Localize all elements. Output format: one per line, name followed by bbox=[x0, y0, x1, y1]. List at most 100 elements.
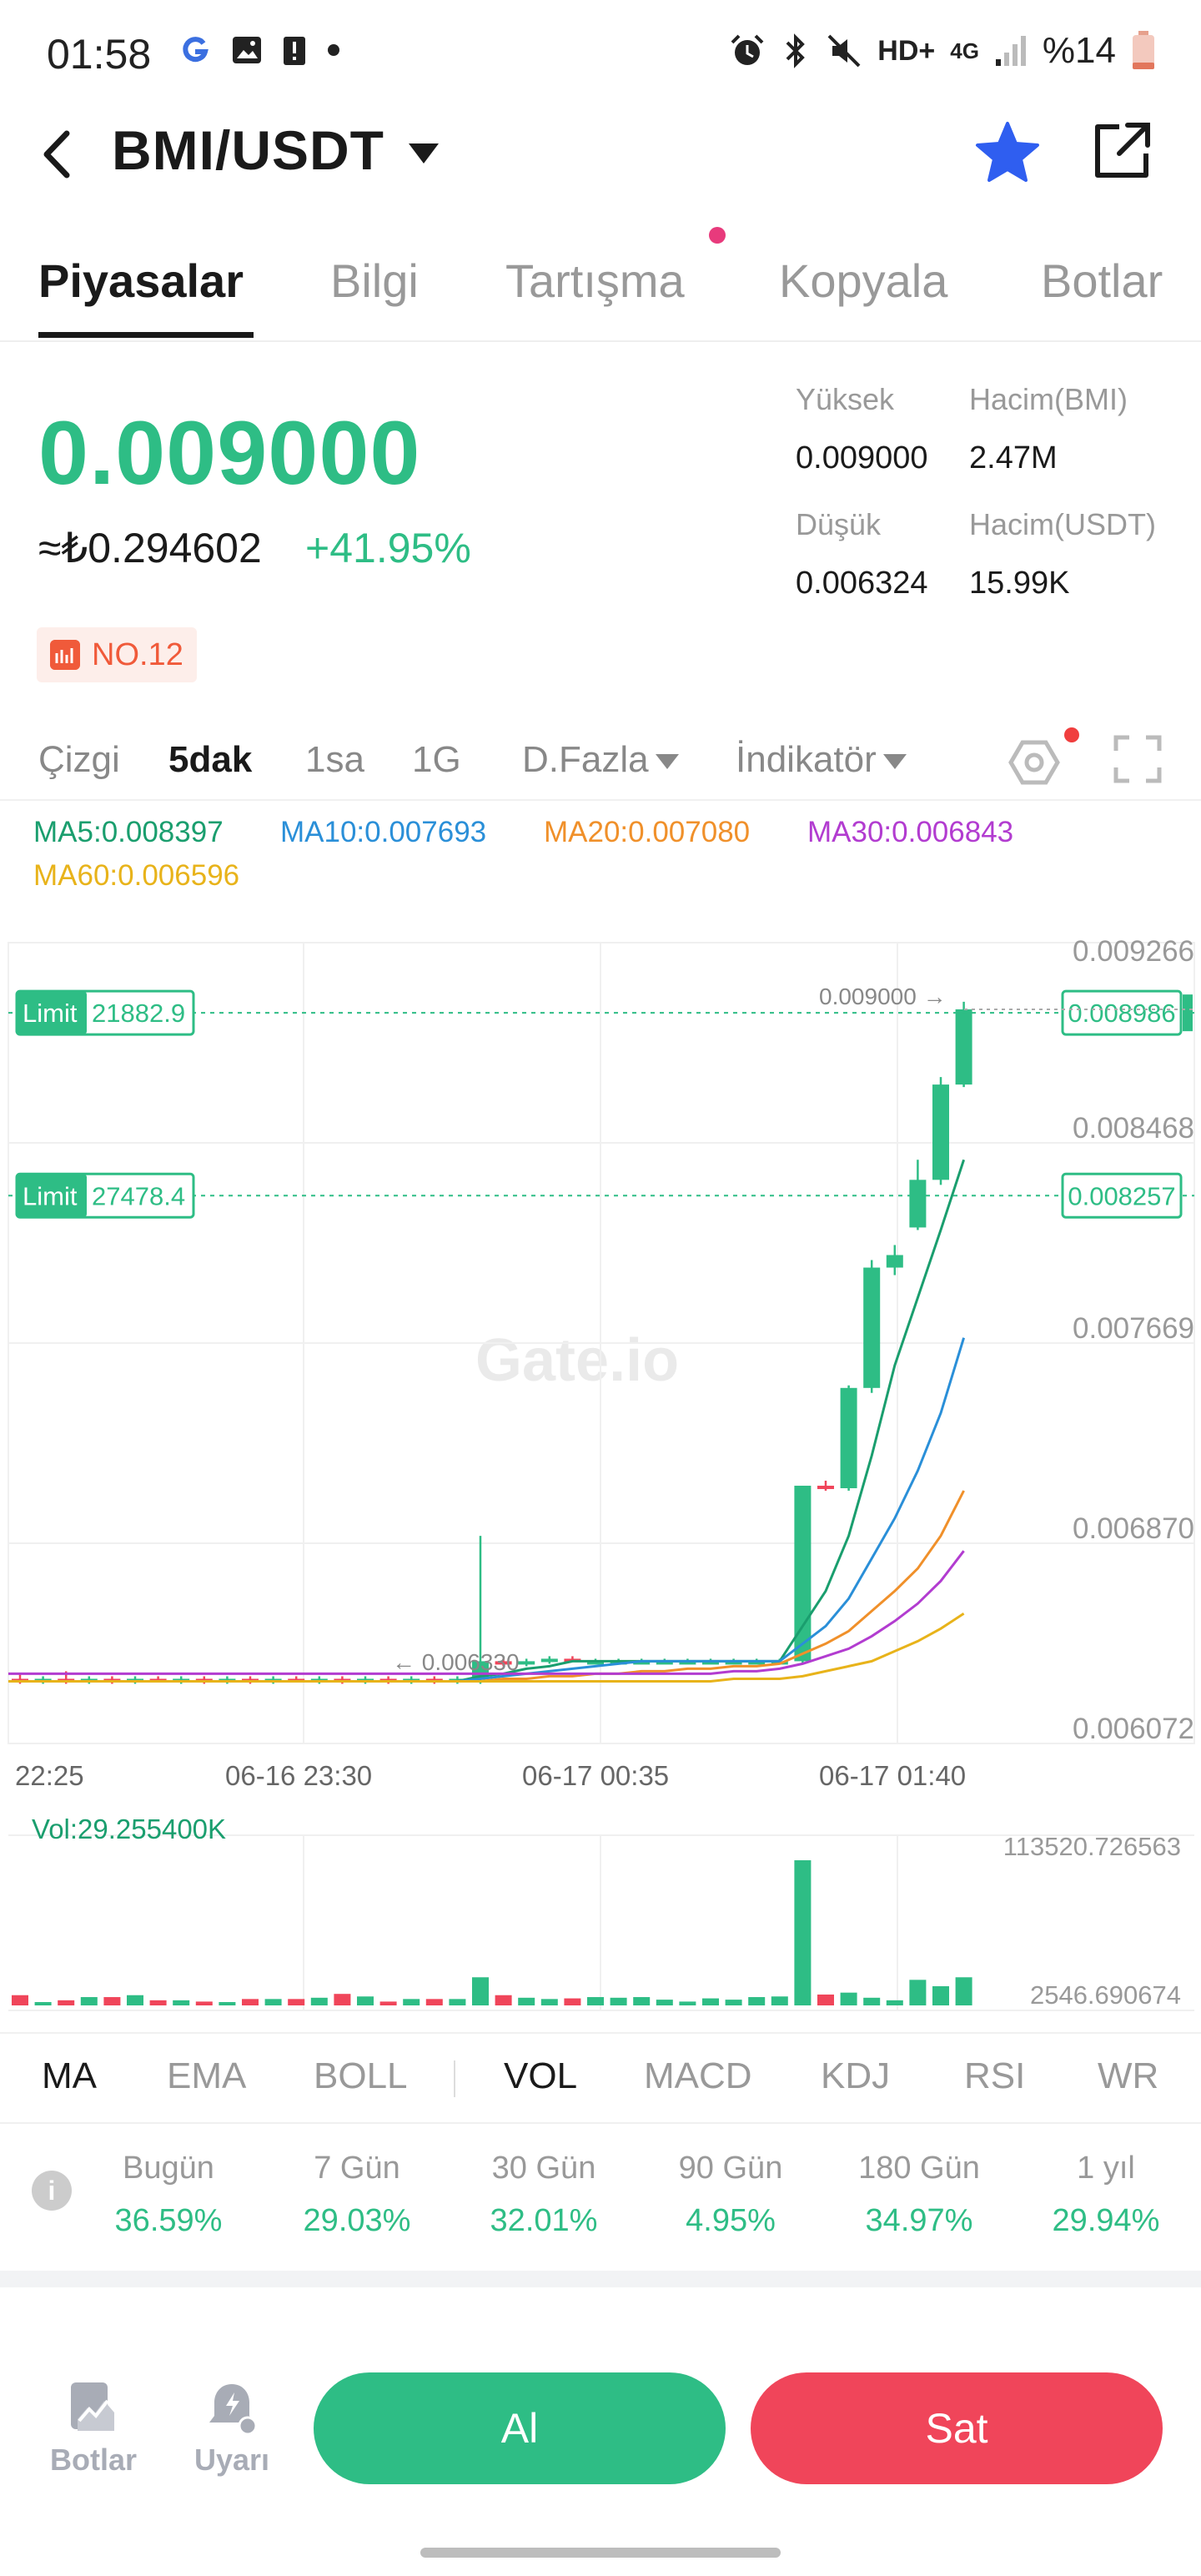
perf-label: 1 yıl bbox=[1077, 2151, 1135, 2186]
volume-bar bbox=[656, 2000, 673, 2005]
ind-tab-boll[interactable]: BOLL bbox=[314, 2055, 408, 2096]
candle-body bbox=[955, 1009, 972, 1085]
ma20-line bbox=[8, 1490, 965, 1683]
interval-more-label: D.Fazla bbox=[522, 739, 649, 780]
performance-row: i Bugün 36.59% 7 Gün 29.03% 30 Gün 32.01% 9… bbox=[0, 2126, 1201, 2269]
info-icon[interactable]: i bbox=[32, 2171, 72, 2211]
pair-dropdown-caret-icon[interactable] bbox=[409, 143, 439, 164]
ind-tab-kdj[interactable]: KDJ bbox=[821, 2055, 891, 2096]
ma60-line bbox=[8, 1613, 965, 1683]
volume-quote-label: Hacim(USDT) bbox=[969, 507, 1156, 541]
x-axis-label: 06-17 00:35 bbox=[522, 1760, 669, 1791]
discussion-notification-dot bbox=[709, 227, 726, 244]
chart-settings-icon[interactable] bbox=[1008, 736, 1061, 789]
back-arrow-icon[interactable] bbox=[33, 125, 83, 184]
volume-bar bbox=[80, 1997, 98, 2005]
indicator-separator bbox=[454, 2060, 455, 2097]
perf-30d: 30 Gün 32.01% bbox=[460, 2151, 627, 2239]
perf-value: 32.01% bbox=[490, 2203, 598, 2238]
volume-bar bbox=[540, 1999, 558, 2005]
indicator-tabs: MA EMA BOLL VOL MACD KDJ RSI WR bbox=[0, 2032, 1201, 2124]
dot-icon bbox=[328, 44, 339, 56]
order-tag-fill bbox=[17, 1174, 87, 1218]
ind-tab-ma[interactable]: MA bbox=[42, 2055, 97, 2096]
home-indicator[interactable] bbox=[420, 2548, 781, 2558]
x-axis-label: 22:25 bbox=[15, 1760, 84, 1791]
ind-tab-ema[interactable]: EMA bbox=[167, 2055, 247, 2096]
volume-bar bbox=[633, 1997, 651, 2005]
ind-tab-vol[interactable]: VOL bbox=[504, 2055, 578, 2096]
perf-value: 34.97% bbox=[865, 2203, 973, 2238]
volume-bar bbox=[195, 2001, 213, 2005]
volume-bar bbox=[863, 1997, 881, 2005]
ind-tab-wr[interactable]: WR bbox=[1098, 2055, 1159, 2096]
volume-bar bbox=[403, 1999, 420, 2005]
perf-today: Bugün 36.59% bbox=[85, 2151, 252, 2239]
sell-button[interactable]: Sat bbox=[751, 2372, 1163, 2484]
last-price-label: 0.009000 → bbox=[819, 984, 947, 1009]
last-price: 0.009000 bbox=[38, 402, 421, 503]
volume-bar bbox=[794, 1860, 812, 2005]
interval-toolbar: Çizgi 5dak 1sa 1G D.Fazla İndikatör bbox=[0, 726, 1201, 801]
pair-title[interactable]: BMI/USDT bbox=[112, 119, 384, 181]
high-label: Yüksek bbox=[796, 382, 895, 416]
volume-bar bbox=[379, 2001, 397, 2005]
tab-bots[interactable]: Botlar bbox=[1041, 254, 1163, 307]
share-external-icon[interactable] bbox=[1091, 120, 1153, 182]
y-axis-label: 0.008468 bbox=[1073, 1112, 1194, 1145]
alert-shortcut[interactable]: Uyarı bbox=[173, 2379, 290, 2478]
indicator-label: İndikatör bbox=[736, 739, 877, 780]
candle-body bbox=[679, 1661, 696, 1665]
interval-5m[interactable]: 5dak bbox=[168, 739, 253, 780]
bots-icon bbox=[71, 2382, 114, 2431]
ma20-value: MA20:0.007080 bbox=[544, 816, 751, 848]
volume-bar bbox=[472, 1977, 489, 2005]
volume-bar bbox=[288, 1999, 305, 2005]
tab-info[interactable]: Bilgi bbox=[330, 254, 419, 307]
ind-tab-rsi[interactable]: RSI bbox=[964, 2055, 1026, 2096]
volume-base-value: 2.47M bbox=[969, 440, 1058, 475]
volume-bar bbox=[702, 1998, 719, 2005]
candle-body bbox=[725, 1661, 742, 1665]
nav-header: BMI/USDT bbox=[0, 108, 1201, 200]
candlestick-chart[interactable]: 0.009266 0.008468 0.007669 0.006870 0.006072… bbox=[0, 918, 1201, 2019]
perf-label: 90 Gün bbox=[678, 2151, 783, 2186]
order-price-edge bbox=[1183, 994, 1193, 1032]
candle-body bbox=[817, 1486, 834, 1490]
status-bar: 01:58 HD+ 4G %14 bbox=[0, 0, 1201, 108]
perf-label: Bugün bbox=[123, 2151, 214, 2186]
volume-bar bbox=[58, 2000, 75, 2005]
order-price-tag: 0.008986 bbox=[1068, 999, 1175, 1028]
volume-bar bbox=[840, 1992, 857, 2005]
candle-body bbox=[794, 1486, 812, 1662]
perf-180d: 180 Gün 34.97% bbox=[836, 2151, 1003, 2239]
buy-button[interactable]: Al bbox=[314, 2372, 726, 2484]
ind-tab-macd[interactable]: MACD bbox=[644, 2055, 752, 2096]
interval-line[interactable]: Çizgi bbox=[38, 739, 120, 780]
order-tag-fill bbox=[17, 991, 87, 1035]
indicator-dropdown[interactable]: İndikatör bbox=[736, 739, 907, 781]
fullscreen-icon[interactable] bbox=[1111, 732, 1164, 786]
section-divider bbox=[0, 2271, 1201, 2287]
volume-label: Vol:29.255400K bbox=[32, 1814, 226, 1844]
candle-body bbox=[540, 1658, 558, 1663]
volume-bar bbox=[725, 2000, 742, 2005]
tab-markets[interactable]: Piyasalar bbox=[38, 254, 244, 307]
ma30-line bbox=[8, 1550, 965, 1675]
ma10-line bbox=[8, 1337, 966, 1683]
interval-more-dropdown[interactable]: D.Fazla bbox=[522, 739, 679, 781]
volume-bar bbox=[219, 2002, 236, 2005]
interval-1d[interactable]: 1G bbox=[412, 739, 461, 780]
tab-copy[interactable]: Kopyala bbox=[779, 254, 948, 307]
interval-1h[interactable]: 1sa bbox=[305, 739, 364, 780]
volume-bar bbox=[886, 2000, 903, 2005]
bluetooth-icon bbox=[786, 33, 806, 68]
y-axis-label: 0.006870 bbox=[1073, 1512, 1194, 1545]
volume-bar bbox=[495, 1995, 512, 2005]
bots-shortcut[interactable]: Botlar bbox=[35, 2379, 152, 2478]
volume-bar bbox=[310, 1997, 328, 2005]
favorite-star-icon[interactable] bbox=[974, 118, 1041, 185]
rank-badge[interactable]: NO.12 bbox=[37, 627, 197, 682]
tab-discussion[interactable]: Tartışma bbox=[505, 254, 685, 307]
perf-90d: 90 Gün 4.95% bbox=[647, 2151, 814, 2239]
